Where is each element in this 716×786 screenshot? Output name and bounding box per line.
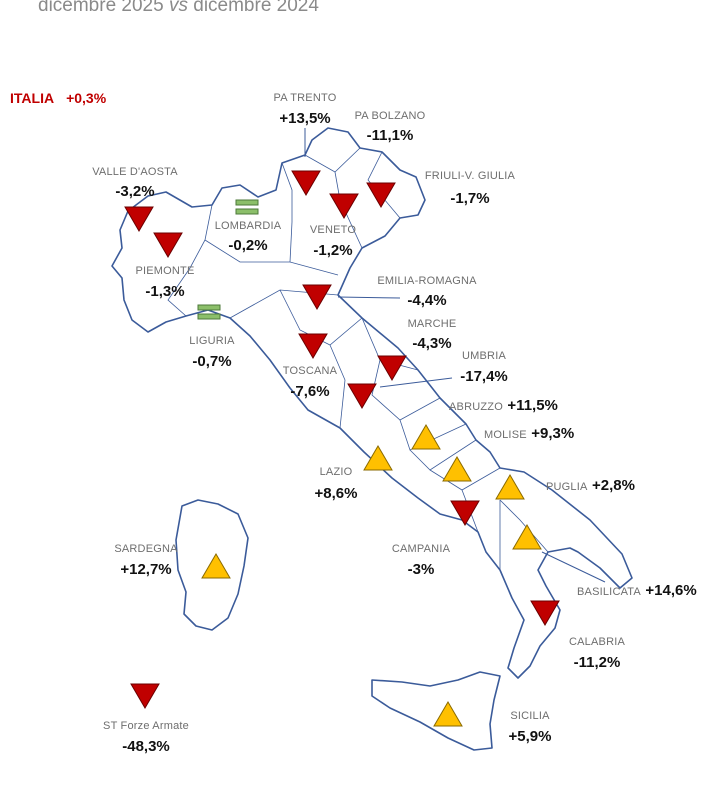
abruzzo-name: ABRUZZO [449,401,503,413]
emilia-name: EMILIA-ROMAGNA [377,275,477,287]
calabria-name: CALABRIA [568,636,626,648]
emilia-value: -4,4% [407,292,447,309]
forze-armate-name: ST Forze Armate [103,720,189,732]
trend-stable-icon [197,304,221,325]
sardegna-value: +12,7% [120,561,172,578]
toscana-value: -7,6% [290,383,330,400]
forze-armate-value: -48,3% [122,738,170,755]
lazio-value: +8,6% [314,485,358,502]
trend-up-icon [363,445,393,476]
liguria-name: LIGURIA [189,335,235,347]
sicilia-value: +5,9% [508,728,552,745]
veneto-name: VENETO [309,224,357,236]
sicilia-name: SICILIA [510,710,550,722]
trend-down-icon [329,193,359,224]
sardegna-name: SARDEGNA [114,543,178,555]
abruzzo-value: +11,5% [507,397,558,414]
umbria-name: UMBRIA [462,350,506,362]
pa-trento-name: PA TRENTO [273,92,337,104]
map-outline [111,127,633,751]
subtitle-vs: vs [168,0,188,16]
umbria-value: -17,4% [460,368,508,385]
lombardia-name: LOMBARDIA [214,220,282,232]
pa-bolzano-value: -11,1% [366,127,414,144]
lombardia-value: -0,2% [228,237,268,254]
trend-down-icon [130,683,160,714]
trend-down-icon [377,355,407,386]
trend-down-icon [347,383,377,414]
subtitle-end: dicembre 2024 [187,0,319,16]
toscana-name: TOSCANA [282,365,338,377]
valle-aosta-value: -3,2% [115,183,155,200]
puglia-value: +2,8% [592,477,635,494]
marche-name: MARCHE [407,318,457,330]
trend-stable-icon [235,199,259,220]
campania-name: CAMPANIA [391,543,451,555]
pa-bolzano-name: PA BOLZANO [354,110,426,122]
marche-value: -4,3% [412,335,452,352]
italia-value: +0,3% [66,90,107,106]
piemonte-value: -1,3% [145,283,185,300]
piemonte-name: PIEMONTE [135,265,195,277]
campania-value: -3% [407,561,435,578]
liguria-value: -0,7% [192,353,232,370]
molise-value: +9,3% [531,425,575,442]
lazio-name: LAZIO [319,466,353,478]
veneto-value: -1,2% [313,242,353,259]
trend-down-icon [450,500,480,531]
trend-up-icon [433,701,463,732]
trend-down-icon [530,600,560,631]
abruzzo-label: ABRUZZO +11,5% [449,397,558,415]
trend-up-icon [495,474,525,505]
trend-down-icon [124,206,154,237]
molise-label: MOLISE +9,3% [484,425,574,443]
basilicata-label: BASILICATA +14,6% [577,582,697,600]
calabria-value: -11,2% [573,654,621,671]
subtitle: dicembre 2025 vs dicembre 2024 [38,0,319,17]
valle-aosta-name: VALLE D'AOSTA [92,166,178,178]
leader-lines [304,128,606,583]
trend-up-icon [442,456,472,487]
friuli-name: FRIULI-V. GIULIA [424,170,516,182]
italia-label: ITALIA [10,90,55,106]
puglia-name: PUGLIA [546,481,588,493]
friuli-value: -1,7% [450,190,490,207]
trend-down-icon [291,170,321,201]
trend-down-icon [366,182,396,213]
trend-down-icon [153,232,183,263]
molise-name: MOLISE [484,429,527,441]
trend-up-icon [201,553,231,584]
trend-up-icon [512,524,542,555]
puglia-label: PUGLIA +2,8% [546,477,635,495]
trend-up-icon [411,424,441,455]
subtitle-start: dicembre 2025 [38,0,169,16]
pa-trento-value: +13,5% [279,110,331,127]
trend-down-icon [298,333,328,364]
basilicata-name: BASILICATA [577,586,641,598]
italia-total: ITALIA +0,3% [10,90,106,106]
trend-down-icon [302,284,332,315]
basilicata-value: +14,6% [645,582,697,599]
